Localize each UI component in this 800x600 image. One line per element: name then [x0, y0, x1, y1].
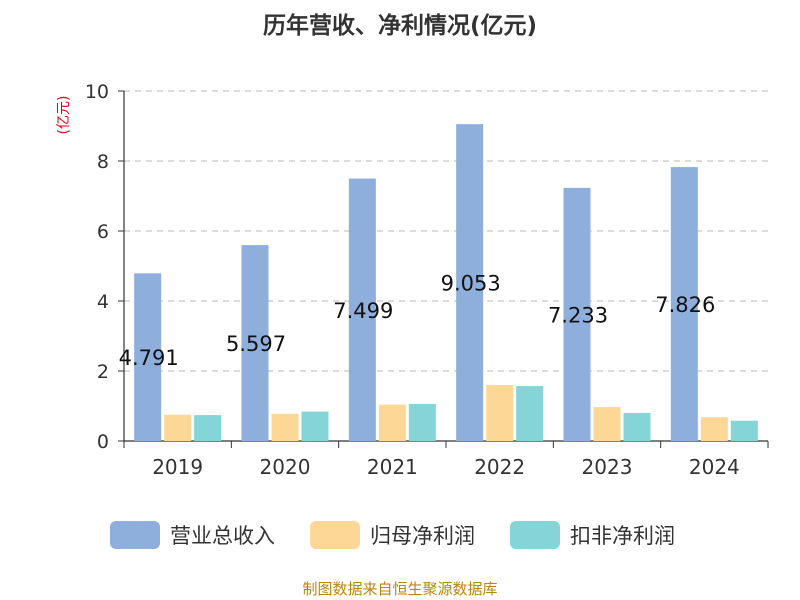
data-labels: 4.791 5.597 7.499 9.053 7.233 7.826	[119, 272, 716, 371]
legend-swatch[interactable]	[510, 521, 560, 549]
x-tick-label: 2024	[689, 455, 740, 479]
bar-1-2022[interactable]	[456, 124, 484, 442]
y-tick-label: 4	[97, 291, 109, 313]
data-label: 4.791	[119, 346, 179, 370]
bar-1-2020[interactable]	[241, 245, 269, 441]
bar-3-2022[interactable]	[516, 386, 544, 441]
bar-1-2023[interactable]	[563, 187, 591, 441]
x-tick-label: 2023	[582, 455, 633, 479]
data-label: 7.826	[655, 293, 715, 317]
x-tick-label: 2021	[367, 455, 418, 479]
bar-3-2021[interactable]	[408, 403, 436, 441]
legend-label[interactable]: 归母净利润	[370, 524, 475, 548]
bars	[134, 124, 758, 442]
legend-swatch[interactable]	[310, 521, 360, 549]
data-label: 5.597	[226, 332, 286, 356]
data-label: 7.233	[548, 303, 608, 327]
bar-3-2020[interactable]	[301, 411, 329, 441]
bar-1-2024[interactable]	[670, 167, 698, 441]
data-label: 9.053	[441, 272, 501, 296]
x-tick-label: 2019	[152, 455, 203, 479]
data-label: 7.499	[333, 299, 393, 323]
bar-1-2019[interactable]	[134, 273, 162, 441]
legend-label[interactable]: 营业总收入	[170, 524, 275, 548]
chart-title: 历年营收、净利情况(亿元)	[263, 12, 537, 39]
bar-2-2023[interactable]	[593, 407, 621, 441]
bar-2-2024[interactable]	[700, 417, 728, 441]
bar-3-2023[interactable]	[623, 413, 651, 441]
bar-3-2019[interactable]	[194, 415, 222, 441]
y-tick-label: 6	[97, 221, 109, 243]
x-tick-label: 2022	[474, 455, 525, 479]
y-tick-label: 2	[97, 361, 109, 383]
legend-swatch[interactable]	[110, 521, 160, 549]
y-tick-label: 0	[97, 431, 109, 453]
data-source-note: 制图数据来自恒生聚源数据库	[302, 580, 497, 598]
bar-2-2022[interactable]	[486, 385, 514, 441]
y-axis-unit-label: (亿元)	[56, 96, 72, 135]
y-tick-label: 8	[97, 151, 109, 173]
x-tick-label: 2020	[260, 455, 311, 479]
bar-2-2021[interactable]	[378, 404, 406, 441]
legend-label[interactable]: 扣非净利润	[570, 524, 675, 548]
grid-lines	[124, 90, 768, 372]
bar-2-2020[interactable]	[271, 413, 299, 441]
legend[interactable]: 营业总收入 归母净利润 扣非净利润	[110, 521, 675, 549]
bar-2-2019[interactable]	[164, 414, 192, 441]
bar-3-2024[interactable]	[730, 420, 758, 441]
axes: 0 2 4 6 8 10 2019 2020 2021 2022 2023 2024	[85, 81, 769, 479]
bar-1-2021[interactable]	[348, 178, 376, 441]
y-tick-label: 10	[85, 81, 109, 103]
